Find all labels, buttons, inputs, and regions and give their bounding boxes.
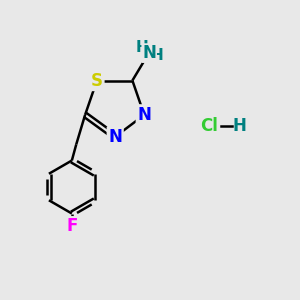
Text: N: N [108,128,122,146]
Text: H: H [136,40,148,55]
Text: Cl: Cl [200,117,218,135]
Text: S: S [91,71,103,89]
Text: F: F [66,217,77,235]
Text: N: N [142,44,156,62]
Text: N: N [137,106,151,124]
Text: H: H [151,48,163,63]
Text: H: H [233,117,247,135]
